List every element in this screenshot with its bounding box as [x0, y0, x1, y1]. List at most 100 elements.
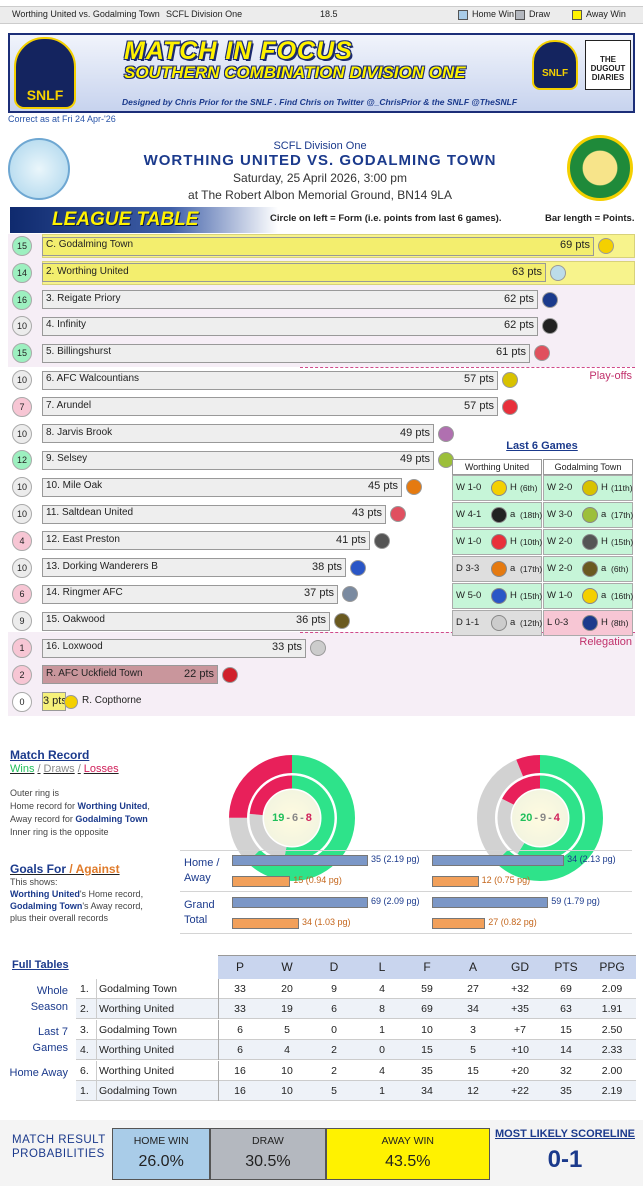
venue: a — [510, 617, 516, 628]
table-row — [76, 999, 636, 1019]
venue: H — [510, 536, 517, 547]
points-bar — [42, 477, 402, 497]
top-bar — [0, 6, 643, 24]
result: W 1-0 — [456, 536, 482, 547]
table-cell: 35 — [560, 1085, 572, 1097]
last-six-header: Worthing United — [452, 459, 542, 475]
team-name: 12. East Preston — [46, 533, 120, 545]
table-cell: 2.19 — [601, 1085, 623, 1097]
opponent-badge — [582, 615, 598, 631]
note-text: Worthing United — [10, 889, 80, 899]
points-bar — [42, 236, 594, 256]
fixture: Worthing United vs. Godalming Town — [12, 9, 160, 19]
table-cell: 3 — [470, 1024, 476, 1036]
table-divider — [218, 1081, 219, 1101]
group-label: Last 7 Games — [32, 1026, 68, 1054]
goals-bar — [232, 876, 291, 887]
team-name: 2. Worthing United — [46, 265, 129, 277]
record-figure: - — [286, 812, 290, 824]
prob-value: 30.5% — [245, 1153, 291, 1170]
opponent-badge — [491, 615, 507, 631]
table-cell: 15 — [421, 1044, 433, 1056]
goals-bar — [432, 876, 479, 887]
table-cell: +7 — [514, 1024, 526, 1036]
last-six-cell: L 0-3 H (8th) — [543, 610, 633, 636]
table-cell: Godalming Town — [99, 983, 178, 995]
points-label: 61 pts — [496, 346, 526, 359]
result: W 2-0 — [547, 482, 573, 493]
opponent-badge — [491, 588, 507, 604]
table-divider — [218, 979, 219, 999]
table-cell: 6. — [80, 1065, 89, 1077]
points-bar — [42, 316, 538, 336]
record-figure: 8 — [305, 812, 312, 824]
table-cell: 5 — [331, 1085, 337, 1097]
ring-segment — [497, 775, 583, 861]
table-cell: 69 — [421, 1003, 433, 1015]
last-six-cell: W 2-0 H (15th) — [543, 529, 633, 555]
result: W 2-0 — [547, 563, 573, 574]
team-badge — [390, 506, 406, 522]
table-cell: 27 — [467, 983, 479, 995]
table-cell: 12 — [467, 1085, 479, 1097]
points-label: 33 pts — [272, 641, 302, 653]
table-cell: 1. — [80, 983, 89, 995]
table-cell: 34 — [467, 1003, 479, 1015]
table-cell: +20 — [511, 1065, 529, 1077]
team-badge — [406, 479, 422, 496]
team-name: 9. Selsey — [46, 453, 88, 465]
position: (10th) — [520, 537, 543, 547]
table-cell: 2. — [80, 1003, 89, 1015]
logo-dugout: THE DUGOUT DIARIES — [585, 40, 631, 90]
goals-label: 15 (0.94 pg) — [293, 875, 342, 885]
goals-label: 59 (1.79 pg) — [551, 896, 600, 906]
match-record-note: Outer ring is — [10, 788, 170, 800]
record-figure: 20 — [520, 812, 533, 824]
last-six-cell: D 1-1 a (12th) — [452, 610, 542, 636]
table-cell: 1 — [379, 1085, 385, 1097]
table-divider — [96, 999, 97, 1019]
prob-box: DRAW 30.5% — [210, 1128, 326, 1180]
result: W 1-0 — [456, 482, 482, 493]
table-row — [76, 979, 636, 999]
points-bar — [42, 450, 434, 470]
form-note: Circle on left = Form (i.e. points from … — [270, 213, 502, 224]
form-circle: 4 — [12, 530, 32, 551]
crest-away — [567, 135, 633, 201]
form-circle: 16 — [12, 289, 32, 310]
banner-subtitle: SOUTHERN COMBINATION DIVISION ONE — [124, 63, 466, 82]
table-header: A — [468, 960, 477, 974]
legend-item: / — [77, 763, 81, 775]
goals-label: 69 (2.09 pg) — [371, 896, 420, 906]
table-cell: 2 — [331, 1065, 337, 1077]
ring-segment — [477, 755, 603, 881]
note-text: 's Home record, — [79, 889, 144, 899]
table-cell: 2.09 — [601, 983, 623, 995]
team-name: 10. Mile Oak — [46, 480, 103, 492]
match-venue: at The Robert Albon Memorial Ground, BN1… — [188, 188, 452, 202]
points-label: 62 pts — [504, 292, 534, 305]
goals-against: / Against — [66, 862, 120, 876]
result: W 3-0 — [547, 509, 573, 520]
match-record-note: Inner ring is the opposite — [10, 827, 170, 839]
goals-label: 35 (2.19 pg) — [371, 854, 420, 864]
venue: a — [510, 563, 516, 574]
opponent-badge — [491, 507, 507, 523]
legend-swatch — [458, 10, 468, 20]
ring-segment — [477, 755, 603, 881]
venue: H — [601, 617, 608, 628]
table-cell: Worthing United — [99, 1003, 175, 1015]
record-figure: - — [548, 812, 552, 824]
points-bar — [42, 504, 386, 524]
opponent-badge — [582, 507, 598, 523]
form-circle: 10 — [12, 504, 32, 524]
team-badge — [222, 666, 238, 683]
result: W 2-0 — [547, 536, 573, 547]
group-label: Home Away — [9, 1067, 69, 1079]
legend-swatch — [515, 10, 525, 20]
team-badge — [374, 532, 390, 549]
ring-segment — [249, 775, 335, 861]
team-name: 13. Dorking Wanderers B — [46, 560, 158, 572]
prob-label: AWAY WIN — [381, 1135, 435, 1147]
table-cell: 1.91 — [601, 1003, 623, 1015]
